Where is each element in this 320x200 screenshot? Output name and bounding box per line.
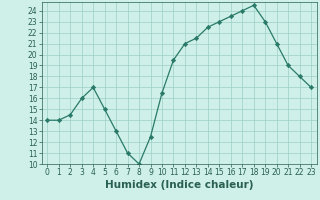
X-axis label: Humidex (Indice chaleur): Humidex (Indice chaleur): [105, 180, 253, 190]
